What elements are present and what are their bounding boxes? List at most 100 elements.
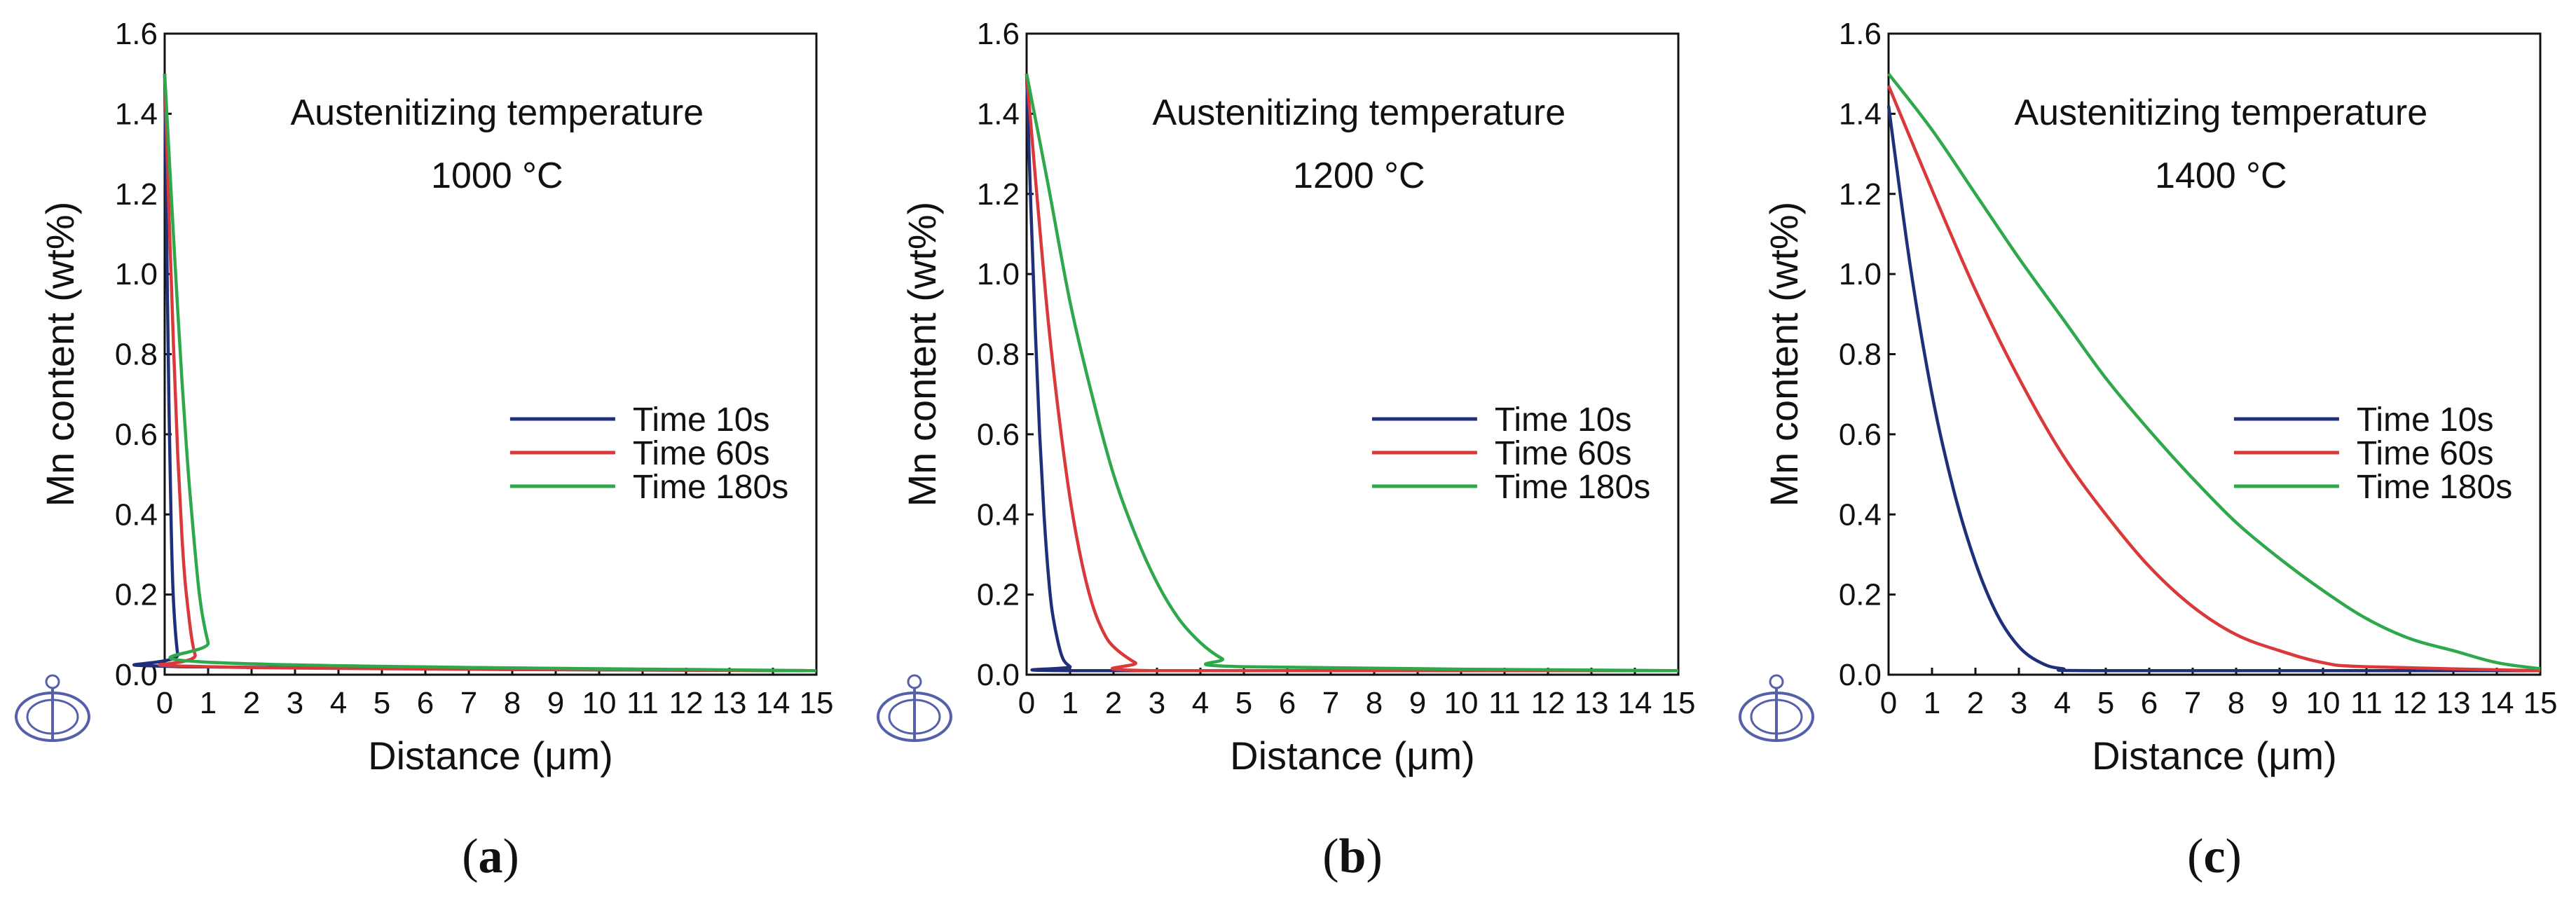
y-tick-label: 1.2 [977, 177, 1020, 212]
y-tick-label: 1.6 [977, 17, 1020, 51]
y-tick-label: 1.4 [115, 97, 158, 131]
annotation-line-1: Austenitizing temperature [290, 92, 704, 133]
x-tick-label: 3 [287, 686, 303, 720]
y-axis-title: Mn content (wt%) [38, 202, 82, 507]
series-line-2 [1886, 85, 2541, 673]
annotation-line-2: 1400 °C [2155, 156, 2287, 196]
x-tick-label: 7 [1322, 686, 1339, 720]
x-tick-label: 2 [243, 686, 260, 720]
x-tick-label: 2 [1967, 686, 1984, 720]
y-tick-label: 0.2 [115, 578, 158, 612]
logo-dot [907, 674, 922, 689]
x-tick-label: 15 [1662, 686, 1696, 720]
y-tick-label: 1.2 [115, 177, 158, 212]
legend-label: Time 60s [2357, 435, 2494, 472]
y-tick-label: 1.4 [977, 97, 1020, 131]
panel-label: (c) [2187, 830, 2242, 883]
x-tick-label: 0 [156, 686, 173, 720]
x-tick-label: 15 [2523, 686, 2558, 720]
series-line-2 [1025, 74, 1678, 673]
panel-letter: c [2203, 830, 2225, 883]
x-tick-label: 7 [2184, 686, 2201, 720]
x-tick-label: 4 [1192, 686, 1209, 720]
x-tick-label: 11 [2350, 686, 2383, 720]
panel-label-close: ) [1366, 830, 1382, 883]
annotation-line-1: Austenitizing temperature [2014, 92, 2427, 133]
legend-label: Time 60s [1495, 435, 1632, 472]
y-tick-label: 1.0 [1839, 257, 1882, 291]
logo-dot [45, 674, 60, 689]
x-tick-label: 11 [1488, 686, 1521, 720]
panel-label-open: ( [2187, 830, 2203, 883]
y-tick-label: 0.0 [977, 658, 1020, 692]
x-tick-label: 10 [1444, 686, 1479, 720]
x-tick-label: 12 [2393, 686, 2427, 720]
y-tick-label: 0.8 [115, 338, 158, 372]
series-line-2 [158, 74, 817, 673]
x-axis-title: Distance (μm) [1230, 734, 1475, 778]
x-tick-label: 6 [1279, 686, 1296, 720]
logo-icon [15, 674, 90, 742]
y-tick-label: 0.8 [977, 338, 1020, 372]
x-tick-label: 14 [2480, 686, 2514, 720]
y-tick-label: 0.4 [977, 497, 1020, 532]
y-tick-label: 0.6 [115, 418, 158, 452]
y-tick-label: 0.4 [1839, 497, 1882, 532]
legend-label: Time 180s [1495, 469, 1650, 506]
x-tick-label: 6 [2141, 686, 2158, 720]
x-tick-label: 9 [1409, 686, 1426, 720]
x-tick-label: 12 [669, 686, 704, 720]
x-tick-label: 3 [2010, 686, 2027, 720]
annotation-line-2: 1000 °C [431, 156, 563, 196]
y-tick-label: 1.2 [1839, 177, 1882, 212]
x-tick-label: 5 [374, 686, 390, 720]
logo-icon [877, 674, 952, 742]
x-tick-label: 8 [504, 686, 521, 720]
logo-icon [1739, 674, 1814, 742]
legend-label: Time 180s [633, 469, 788, 506]
x-tick-label: 1 [1062, 686, 1078, 720]
chart-panel-b: 0.00.20.40.60.81.01.21.41.60 1 2 3 4 5 6 7 8 9 10 1… [877, 17, 1696, 883]
y-tick-label: 1.6 [115, 17, 158, 51]
x-tick-label: 2 [1105, 686, 1122, 720]
annotation-line-2: 1200 °C [1293, 156, 1425, 196]
x-tick-label: 12 [1531, 686, 1566, 720]
panel-label: (a) [462, 830, 519, 883]
legend-label: Time 10s [2357, 401, 2494, 439]
panel-label-close: ) [503, 830, 519, 883]
legend-label: Time 10s [1495, 401, 1632, 439]
y-tick-label: 0.0 [1839, 658, 1882, 692]
y-tick-label: 0.8 [1839, 338, 1882, 372]
y-tick-label: 1.0 [977, 257, 1020, 291]
y-tick-label: 1.4 [1839, 97, 1882, 131]
legend-label: Time 180s [2357, 469, 2512, 506]
x-tick-label: 0 [1880, 686, 1897, 720]
x-tick-label: 3 [1149, 686, 1165, 720]
x-tick-label: 7 [460, 686, 477, 720]
x-tick-label: 10 [2306, 686, 2341, 720]
panel-label: (b) [1322, 830, 1383, 883]
x-tick-label: 11 [626, 686, 659, 720]
x-tick-label: 10 [582, 686, 617, 720]
x-tick-label: 5 [2097, 686, 2114, 720]
series-line-3 [1025, 73, 1679, 673]
series-line-3 [163, 74, 817, 673]
x-axis-title: Distance (μm) [368, 734, 613, 778]
x-tick-label: 4 [330, 686, 347, 720]
x-tick-label: 4 [2054, 686, 2071, 720]
x-tick-label: 15 [800, 686, 834, 720]
y-tick-label: 0.6 [1839, 418, 1882, 452]
y-tick-label: 0.2 [977, 578, 1020, 612]
panel-label-open: ( [1322, 830, 1338, 883]
series-line-1 [1886, 105, 2540, 673]
legend-label: Time 60s [633, 435, 770, 472]
chart-panel-c: 0.00.20.40.60.81.01.21.41.60 1 2 3 4 5 6 7 8 9 10 1… [1739, 17, 2558, 883]
x-tick-label: 13 [1575, 686, 1609, 720]
x-tick-label: 1 [1924, 686, 1940, 720]
panel-letter: a [479, 830, 503, 883]
annotation-line-1: Austenitizing temperature [1152, 92, 1566, 133]
y-axis-title: Mn content (wt%) [1762, 202, 1806, 507]
x-tick-label: 8 [1366, 686, 1383, 720]
